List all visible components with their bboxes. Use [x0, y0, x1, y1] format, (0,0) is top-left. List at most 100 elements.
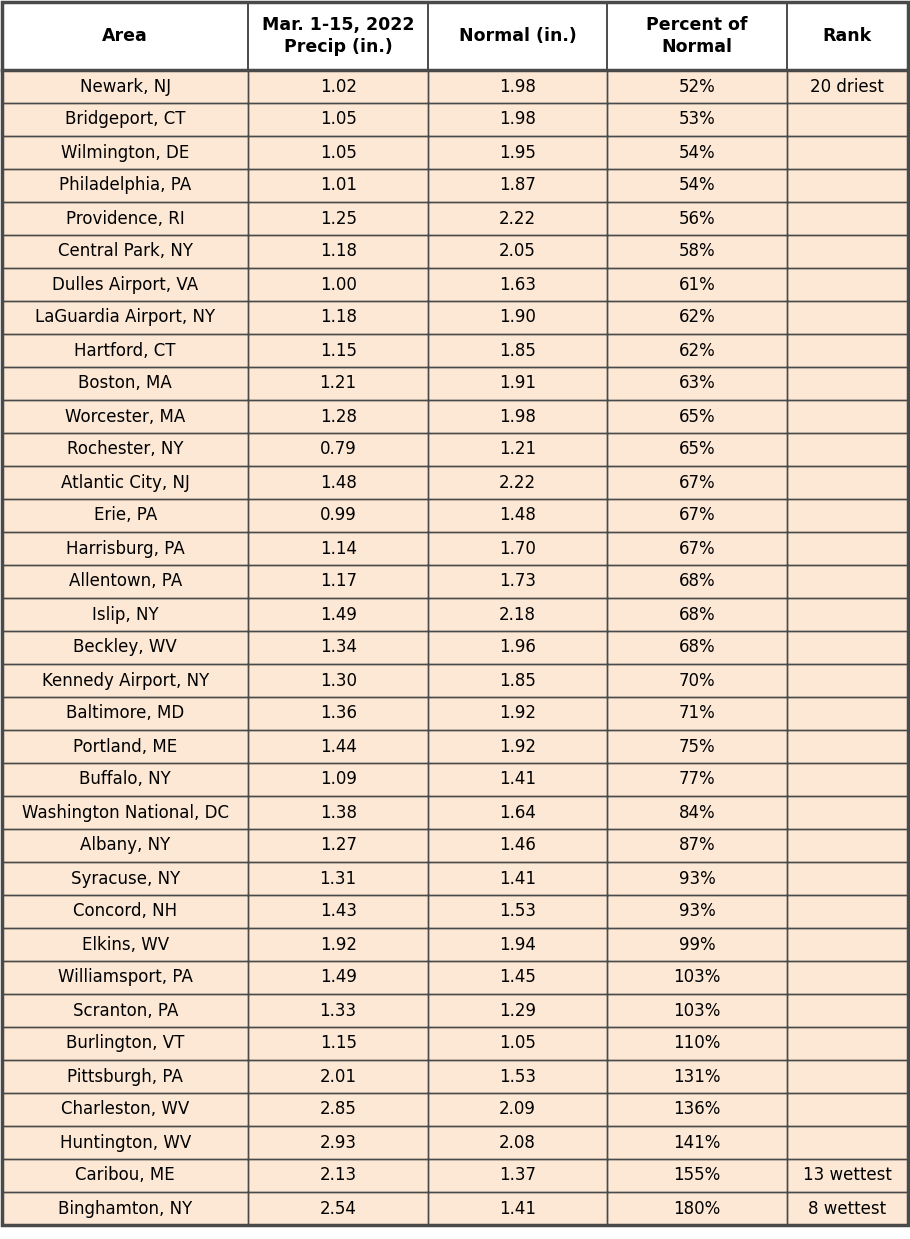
- Text: Williamsport, PA: Williamsport, PA: [57, 969, 193, 986]
- Bar: [607, 268, 786, 301]
- Bar: [786, 367, 908, 400]
- Bar: [2, 862, 248, 895]
- Text: 2.22: 2.22: [499, 473, 536, 492]
- Bar: [428, 730, 607, 763]
- Bar: [607, 763, 786, 795]
- Text: 2.01: 2.01: [319, 1068, 357, 1085]
- Bar: [2, 268, 248, 301]
- Bar: [607, 1192, 786, 1225]
- Bar: [428, 598, 607, 631]
- Text: Buffalo, NY: Buffalo, NY: [79, 771, 171, 788]
- Bar: [786, 1126, 908, 1158]
- Text: 1.90: 1.90: [499, 309, 536, 327]
- Bar: [2, 367, 248, 400]
- Bar: [248, 994, 428, 1027]
- Text: Charleston, WV: Charleston, WV: [61, 1100, 189, 1119]
- Text: Providence, RI: Providence, RI: [66, 209, 185, 228]
- Bar: [248, 400, 428, 432]
- Text: 1.33: 1.33: [319, 1001, 357, 1020]
- Text: Concord, NH: Concord, NH: [73, 902, 177, 921]
- Text: Hartford, CT: Hartford, CT: [75, 342, 176, 359]
- Text: Scranton, PA: Scranton, PA: [73, 1001, 177, 1020]
- Text: Atlantic City, NJ: Atlantic City, NJ: [61, 473, 189, 492]
- Bar: [2, 1192, 248, 1225]
- Bar: [248, 202, 428, 235]
- Text: Washington National, DC: Washington National, DC: [22, 804, 228, 821]
- Bar: [428, 565, 607, 598]
- Bar: [786, 928, 908, 961]
- Text: Allentown, PA: Allentown, PA: [68, 572, 182, 591]
- Bar: [428, 1027, 607, 1061]
- Bar: [2, 1093, 248, 1126]
- Text: Percent of
Normal: Percent of Normal: [646, 16, 748, 56]
- Text: 54%: 54%: [679, 176, 715, 195]
- Text: Mar. 1-15, 2022
Precip (in.): Mar. 1-15, 2022 Precip (in.): [262, 16, 414, 56]
- Text: Erie, PA: Erie, PA: [94, 507, 157, 524]
- Bar: [607, 862, 786, 895]
- Bar: [786, 795, 908, 829]
- Text: Caribou, ME: Caribou, ME: [76, 1166, 175, 1184]
- Bar: [607, 400, 786, 432]
- Text: 103%: 103%: [673, 969, 721, 986]
- Bar: [248, 1061, 428, 1093]
- Bar: [607, 1158, 786, 1192]
- Text: 1.92: 1.92: [319, 935, 357, 954]
- Bar: [428, 69, 607, 103]
- Text: 1.95: 1.95: [499, 144, 536, 161]
- Text: 1.53: 1.53: [499, 902, 536, 921]
- Bar: [428, 202, 607, 235]
- Bar: [2, 169, 248, 202]
- Text: 2.22: 2.22: [499, 209, 536, 228]
- Text: 1.00: 1.00: [319, 275, 357, 294]
- Text: Area: Area: [102, 27, 148, 45]
- Bar: [248, 268, 428, 301]
- Bar: [428, 169, 607, 202]
- Bar: [2, 961, 248, 994]
- Bar: [248, 961, 428, 994]
- Text: 54%: 54%: [679, 144, 715, 161]
- Bar: [428, 664, 607, 698]
- Bar: [607, 994, 786, 1027]
- Text: 1.01: 1.01: [319, 176, 357, 195]
- Text: 1.87: 1.87: [499, 176, 536, 195]
- Bar: [2, 466, 248, 499]
- Text: 62%: 62%: [679, 342, 715, 359]
- Text: Dulles Airport, VA: Dulles Airport, VA: [52, 275, 198, 294]
- Bar: [2, 664, 248, 698]
- Bar: [2, 235, 248, 268]
- Text: Elkins, WV: Elkins, WV: [82, 935, 168, 954]
- Text: 1.46: 1.46: [499, 836, 536, 855]
- Bar: [428, 235, 607, 268]
- Text: Baltimore, MD: Baltimore, MD: [66, 705, 185, 722]
- Bar: [607, 565, 786, 598]
- Bar: [248, 928, 428, 961]
- Bar: [248, 1126, 428, 1158]
- Text: 1.37: 1.37: [499, 1166, 536, 1184]
- Text: 1.05: 1.05: [319, 144, 357, 161]
- Text: 1.25: 1.25: [319, 209, 357, 228]
- Text: 65%: 65%: [679, 408, 715, 425]
- Text: 67%: 67%: [679, 539, 715, 558]
- Bar: [428, 335, 607, 367]
- Text: Central Park, NY: Central Park, NY: [57, 243, 193, 260]
- Bar: [428, 862, 607, 895]
- Text: 1.44: 1.44: [319, 737, 357, 756]
- Bar: [428, 961, 607, 994]
- Bar: [428, 103, 607, 136]
- Text: 1.92: 1.92: [499, 705, 536, 722]
- Text: 136%: 136%: [673, 1100, 721, 1119]
- Text: 1.17: 1.17: [319, 572, 357, 591]
- Bar: [786, 202, 908, 235]
- Bar: [428, 994, 607, 1027]
- Text: 84%: 84%: [679, 804, 715, 821]
- Bar: [428, 1061, 607, 1093]
- Bar: [2, 895, 248, 928]
- Bar: [2, 795, 248, 829]
- Text: Huntington, WV: Huntington, WV: [59, 1134, 191, 1151]
- Text: 1.53: 1.53: [499, 1068, 536, 1085]
- Bar: [428, 698, 607, 730]
- Text: 1.21: 1.21: [319, 374, 357, 393]
- Bar: [428, 136, 607, 169]
- Bar: [248, 1192, 428, 1225]
- Bar: [786, 103, 908, 136]
